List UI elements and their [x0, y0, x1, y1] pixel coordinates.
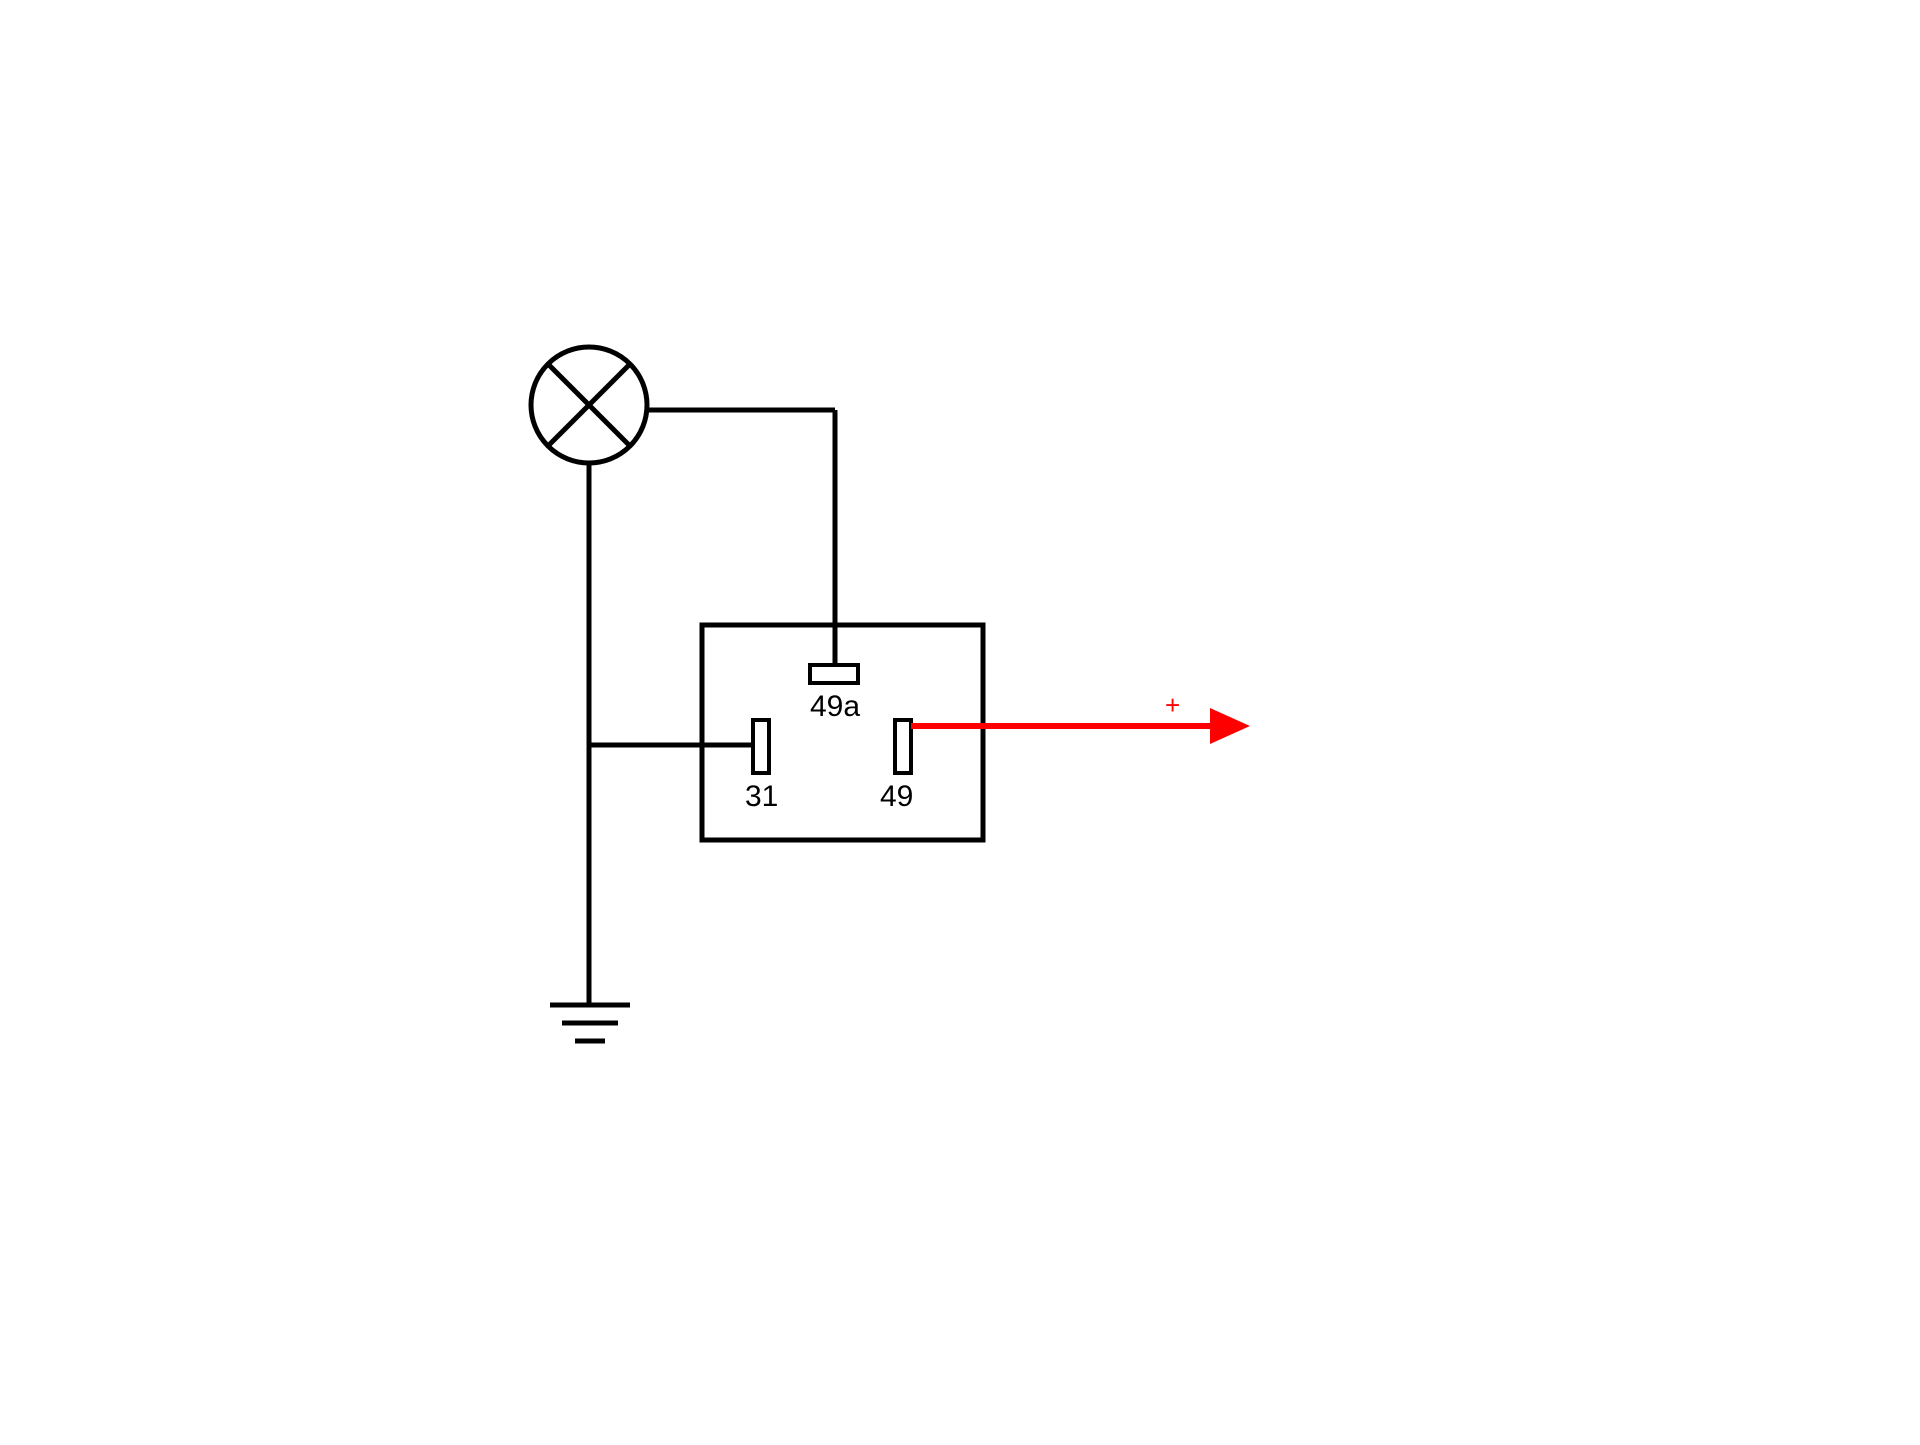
lamp-symbol: [531, 347, 647, 463]
ground-symbol: [550, 1005, 630, 1041]
label-49a: 49a: [810, 690, 860, 724]
label-49: 49: [880, 780, 913, 814]
circuit-diagram: 49a 31 49 +: [0, 0, 1920, 1440]
circuit-svg: [0, 0, 1920, 1440]
terminal-49: [895, 720, 911, 773]
label-plus: +: [1165, 690, 1180, 721]
label-31: 31: [745, 780, 778, 814]
power-arrow: [911, 708, 1250, 744]
terminal-31: [753, 720, 769, 773]
terminal-49a: [810, 665, 858, 683]
